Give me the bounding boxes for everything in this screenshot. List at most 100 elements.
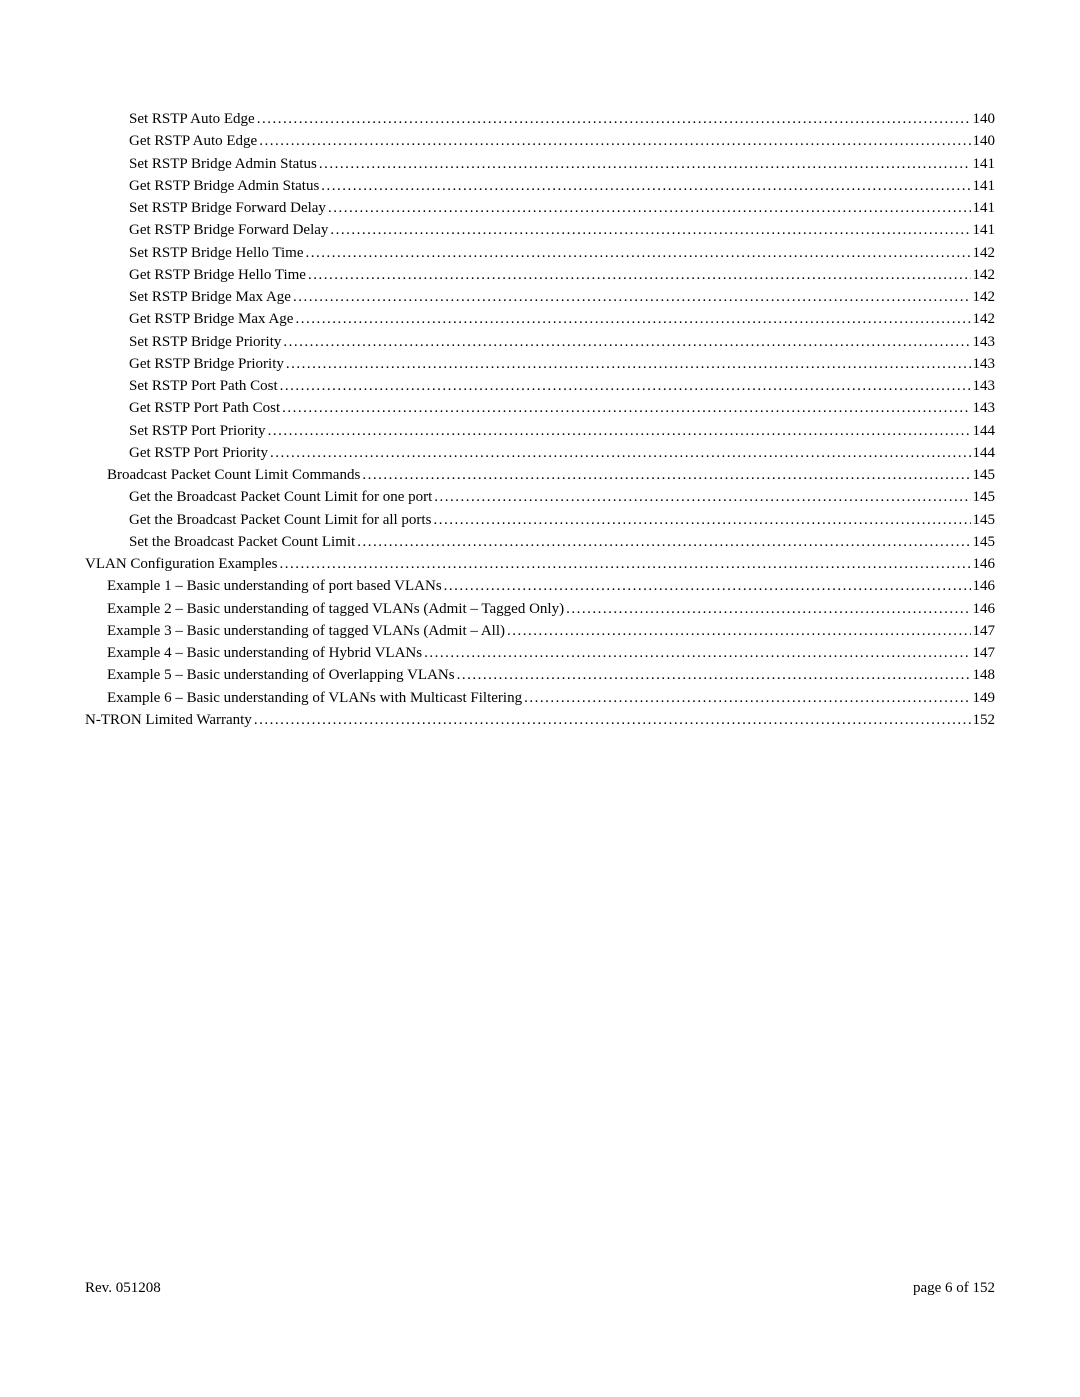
toc-entry-page: 149 — [973, 689, 996, 708]
toc-leader-dots — [321, 177, 970, 196]
toc-entry: Example 5 – Basic understanding of Overl… — [85, 666, 995, 685]
toc-entry: Set RSTP Bridge Max Age142 — [85, 288, 995, 307]
toc-entry-page: 141 — [973, 221, 996, 240]
toc-entry-page: 144 — [973, 444, 996, 463]
page-footer: Rev. 051208 page 6 of 152 — [85, 1280, 995, 1297]
toc-entry: Example 1 – Basic understanding of port … — [85, 577, 995, 596]
toc-entry-title: Get the Broadcast Packet Count Limit for… — [129, 511, 431, 530]
toc-entry-page: 147 — [973, 622, 996, 641]
toc-leader-dots — [308, 266, 971, 285]
toc-entry: Set RSTP Auto Edge 140 — [85, 110, 995, 129]
toc-entry-title: Set RSTP Port Path Cost — [129, 377, 278, 396]
toc-leader-dots — [566, 600, 970, 619]
toc-entry-page: 144 — [973, 422, 996, 441]
toc-entry: Get the Broadcast Packet Count Limit for… — [85, 511, 995, 530]
toc-leader-dots — [286, 355, 971, 374]
toc-leader-dots — [424, 644, 970, 663]
toc-entry-page: 147 — [973, 644, 996, 663]
toc-entry-title: Get the Broadcast Packet Count Limit for… — [129, 488, 432, 507]
toc-entry: Example 2 – Basic understanding of tagge… — [85, 600, 995, 619]
toc-entry-title: Get RSTP Bridge Max Age — [129, 310, 293, 329]
toc-leader-dots — [270, 444, 970, 463]
toc-entry: Broadcast Packet Count Limit Commands145 — [85, 466, 995, 485]
toc-entry: N-TRON Limited Warranty 152 — [85, 711, 995, 730]
toc-entry-page: 140 — [973, 132, 996, 151]
toc-entry-page: 145 — [973, 488, 996, 507]
toc-entry-title: Example 6 – Basic understanding of VLANs… — [107, 689, 522, 708]
toc-entry: Get RSTP Auto Edge 140 — [85, 132, 995, 151]
table-of-contents: Set RSTP Auto Edge 140 Get RSTP Auto Edge 1… — [85, 110, 995, 730]
toc-entry: Get RSTP Bridge Forward Delay 141 — [85, 221, 995, 240]
toc-entry-title: Example 5 – Basic understanding of Overl… — [107, 666, 455, 685]
toc-entry: Example 6 – Basic understanding of VLANs… — [85, 689, 995, 708]
toc-entry-title: Set RSTP Bridge Forward Delay — [129, 199, 326, 218]
toc-entry-page: 140 — [973, 110, 996, 129]
toc-entry-page: 146 — [973, 555, 996, 574]
toc-leader-dots — [257, 110, 971, 129]
toc-leader-dots — [305, 244, 970, 263]
toc-leader-dots — [433, 511, 970, 530]
toc-entry: Get RSTP Port Priority 144 — [85, 444, 995, 463]
toc-leader-dots — [283, 333, 970, 352]
toc-entry-page: 146 — [973, 577, 996, 596]
toc-entry-page: 152 — [973, 711, 996, 730]
toc-leader-dots — [362, 466, 970, 485]
toc-entry: Get RSTP Bridge Max Age 142 — [85, 310, 995, 329]
toc-leader-dots — [328, 199, 971, 218]
toc-entry-page: 148 — [973, 666, 996, 685]
toc-entry-page: 143 — [973, 333, 996, 352]
toc-leader-dots — [434, 488, 970, 507]
footer-revision: Rev. 051208 — [85, 1280, 161, 1297]
toc-entry-title: Example 3 – Basic understanding of tagge… — [107, 622, 505, 641]
toc-entry: Set RSTP Bridge Hello Time142 — [85, 244, 995, 263]
toc-entry: Get the Broadcast Packet Count Limit for… — [85, 488, 995, 507]
toc-entry: Get RSTP Bridge Priority 143 — [85, 355, 995, 374]
toc-entry-page: 142 — [973, 310, 996, 329]
toc-entry: Set RSTP Bridge Forward Delay 141 — [85, 199, 995, 218]
toc-entry-title: VLAN Configuration Examples — [85, 555, 277, 574]
toc-entry: Get RSTP Port Path Cost 143 — [85, 399, 995, 418]
toc-entry: Get RSTP Bridge Hello Time142 — [85, 266, 995, 285]
toc-entry-page: 141 — [973, 177, 996, 196]
page: Set RSTP Auto Edge 140 Get RSTP Auto Edge 1… — [0, 0, 1080, 1397]
toc-leader-dots — [457, 666, 971, 685]
toc-entry-title: Get RSTP Port Path Cost — [129, 399, 280, 418]
toc-entry: Set RSTP Bridge Priority 143 — [85, 333, 995, 352]
toc-entry: Set RSTP Bridge Admin Status141 — [85, 155, 995, 174]
toc-entry-page: 142 — [973, 266, 996, 285]
toc-entry-title: Broadcast Packet Count Limit Commands — [107, 466, 360, 485]
toc-leader-dots — [507, 622, 971, 641]
toc-entry-page: 142 — [973, 288, 996, 307]
toc-entry-page: 141 — [973, 155, 996, 174]
toc-entry-page: 145 — [973, 511, 996, 530]
toc-entry-title: Get RSTP Bridge Forward Delay — [129, 221, 328, 240]
toc-entry-page: 143 — [973, 399, 996, 418]
toc-entry-title: Get RSTP Bridge Admin Status — [129, 177, 319, 196]
toc-entry-title: Get RSTP Bridge Priority — [129, 355, 284, 374]
toc-leader-dots — [282, 399, 970, 418]
toc-entry-title: Set RSTP Bridge Hello Time — [129, 244, 303, 263]
toc-leader-dots — [357, 533, 970, 552]
toc-entry-title: Set RSTP Bridge Priority — [129, 333, 281, 352]
toc-entry-title: Example 2 – Basic understanding of tagge… — [107, 600, 564, 619]
toc-entry-title: N-TRON Limited Warranty — [85, 711, 252, 730]
toc-entry-title: Set the Broadcast Packet Count Limit — [129, 533, 355, 552]
toc-entry: Example 3 – Basic understanding of tagge… — [85, 622, 995, 641]
toc-entry-title: Set RSTP Port Priority — [129, 422, 266, 441]
toc-entry-title: Example 1 – Basic understanding of port … — [107, 577, 442, 596]
toc-entry-page: 143 — [973, 355, 996, 374]
toc-entry-page: 141 — [973, 199, 996, 218]
toc-leader-dots — [524, 689, 970, 708]
toc-entry-title: Example 4 – Basic understanding of Hybri… — [107, 644, 422, 663]
toc-leader-dots — [259, 132, 970, 151]
toc-leader-dots — [293, 288, 971, 307]
toc-leader-dots — [254, 711, 971, 730]
footer-page-number: page 6 of 152 — [913, 1280, 995, 1297]
toc-leader-dots — [268, 422, 971, 441]
toc-leader-dots — [295, 310, 970, 329]
toc-entry: Get RSTP Bridge Admin Status 141 — [85, 177, 995, 196]
toc-leader-dots — [330, 221, 970, 240]
toc-entry-title: Get RSTP Auto Edge — [129, 132, 257, 151]
toc-entry-title: Set RSTP Auto Edge — [129, 110, 255, 129]
toc-entry-title: Get RSTP Port Priority — [129, 444, 268, 463]
